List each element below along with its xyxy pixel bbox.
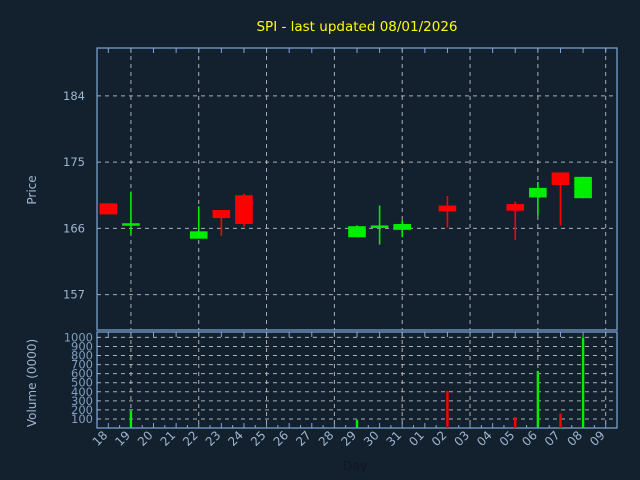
candle-body: [189, 231, 208, 239]
volume-tick-label: 700: [71, 358, 93, 372]
volume-tick-label: 300: [71, 394, 93, 408]
volume-bar: [559, 413, 562, 428]
x-axis-title: Day: [343, 458, 368, 473]
candle-body: [551, 172, 570, 185]
candle-body: [212, 209, 231, 219]
candlestick: [348, 225, 366, 238]
volume-tick-label: 800: [71, 349, 93, 363]
candle-body: [348, 226, 366, 238]
candle-body: [393, 223, 412, 230]
price-panel: 184 175 166 157: [63, 47, 618, 331]
candle-body: [574, 176, 592, 199]
candle-body: [122, 223, 140, 226]
volume-bar: [581, 337, 585, 428]
candle-body: [235, 195, 253, 224]
candlestick: [438, 195, 457, 228]
candlestick: [235, 193, 253, 227]
volume-tick-label: 500: [71, 376, 93, 390]
candlestick: [212, 209, 231, 236]
candlestick: [551, 172, 570, 226]
chart-title: SPI - last updated 08/01/2026: [256, 19, 457, 35]
candlestick: [370, 205, 389, 245]
candle-body: [438, 205, 457, 212]
volume-bar: [129, 410, 133, 428]
volume-tick-label: 100: [71, 412, 93, 426]
price-tick-label: 166: [63, 221, 85, 235]
candlestick: [529, 182, 547, 216]
volume-tick-label: 200: [71, 403, 93, 417]
volume-axis-label: Volume (0000): [25, 339, 39, 427]
price-tick-label: 157: [63, 288, 85, 302]
volume-bar: [446, 390, 449, 428]
candle-body: [529, 187, 547, 198]
volume-tick-label: 600: [71, 367, 93, 381]
candle-body: [506, 204, 525, 211]
volume-tick-label: 400: [71, 385, 93, 399]
price-tick-label: 184: [63, 89, 85, 103]
volume-bar: [536, 370, 540, 428]
candlestick: [506, 201, 525, 241]
x-axis-tick-labels: 18 19 20 21 22 23 24 25 26 27 28 29 30 31 01 02 03 04 05 06…: [90, 428, 608, 449]
candlestick: [99, 203, 118, 215]
candlestick: [393, 220, 412, 238]
volume-tick-label: 900: [71, 339, 93, 353]
volume-bar: [355, 419, 359, 428]
candlestick: [122, 191, 140, 235]
price-axis-label: Price: [25, 175, 39, 204]
candle-body: [99, 203, 118, 215]
price-tick-label: 175: [63, 155, 85, 169]
volume-tick-label: 1000: [64, 330, 93, 344]
candle-body: [370, 225, 389, 228]
volume-bar: [514, 417, 517, 428]
candlestick: [574, 176, 592, 199]
candlestick: [189, 206, 208, 239]
